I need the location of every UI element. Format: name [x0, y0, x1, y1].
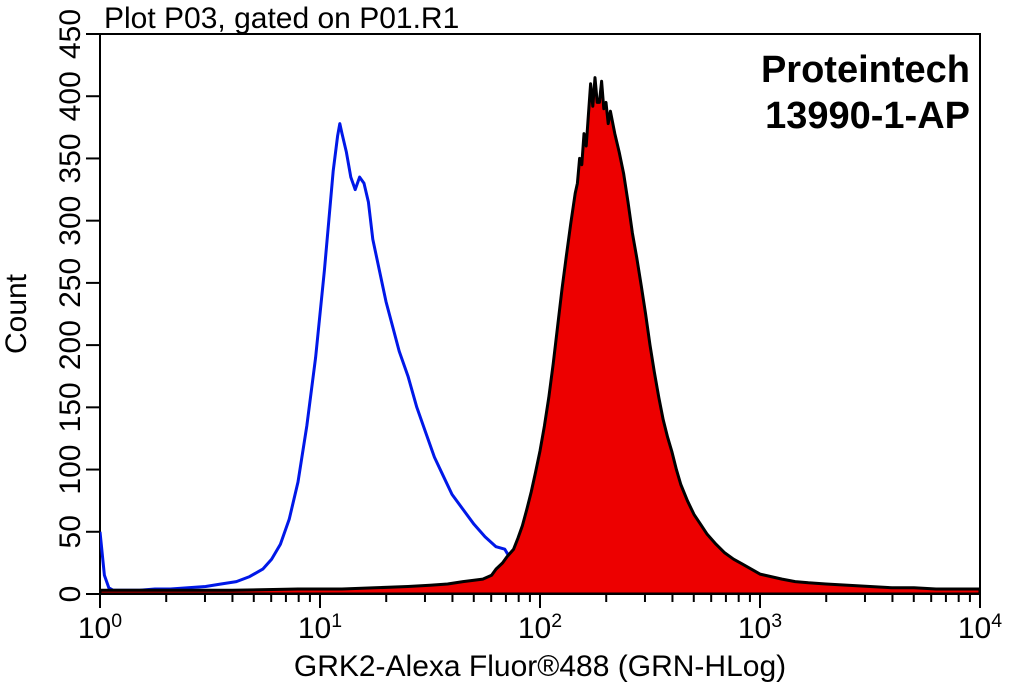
svg-text:100: 100	[54, 445, 87, 495]
y-axis-label: Count	[0, 273, 33, 354]
watermark-catalog: 13990-1-AP	[765, 95, 970, 137]
svg-text:200: 200	[54, 320, 87, 370]
flow-cytometry-histogram: 1001011021031040501001502002503003504004…	[0, 0, 1015, 683]
svg-text:350: 350	[54, 133, 87, 183]
plot-svg: 1001011021031040501001502002503003504004…	[0, 0, 1015, 683]
svg-text:150: 150	[54, 382, 87, 432]
svg-text:400: 400	[54, 71, 87, 121]
watermark-brand: Proteintech	[761, 49, 970, 91]
plot-title: Plot P03, gated on P01.R1	[104, 2, 459, 35]
svg-text:250: 250	[54, 258, 87, 308]
svg-text:300: 300	[54, 196, 87, 246]
x-axis-label: GRK2-Alexa Fluor®488 (GRN-HLog)	[294, 650, 786, 683]
svg-text:50: 50	[54, 515, 87, 548]
svg-text:0: 0	[54, 586, 87, 603]
svg-text:450: 450	[54, 9, 87, 59]
